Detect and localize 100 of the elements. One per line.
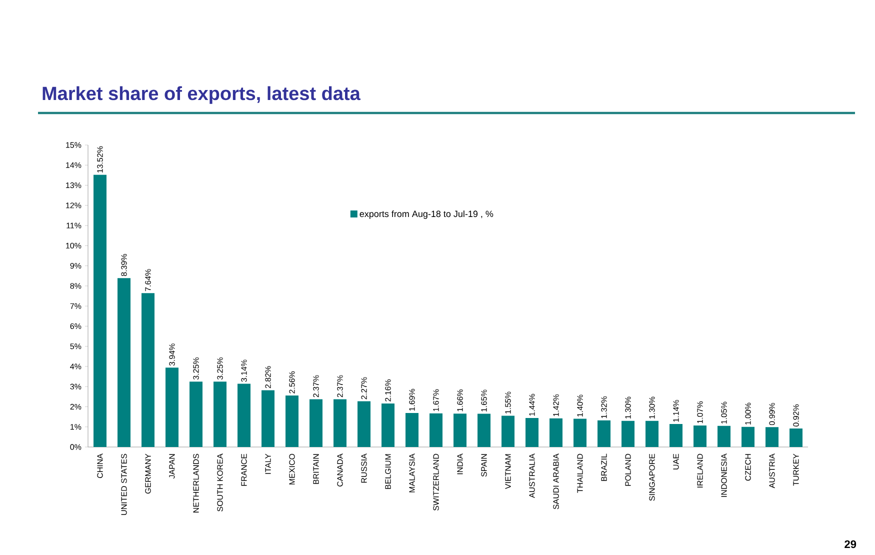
x-tick-label: THAILAND <box>577 454 583 493</box>
data-label: 1.00% <box>745 402 751 425</box>
bar <box>550 418 563 447</box>
bar <box>262 390 275 447</box>
x-tick-label: GERMANY <box>145 454 151 494</box>
y-tick-label: 10% <box>66 242 82 248</box>
x-tick-label: MALAYSIA <box>409 454 415 492</box>
bar <box>166 368 179 447</box>
bar <box>574 418 587 447</box>
bar <box>190 382 203 447</box>
data-label: 3.25% <box>193 357 199 380</box>
bar <box>670 424 683 447</box>
bar <box>430 413 443 447</box>
x-tick-label: INDIA <box>457 454 463 474</box>
data-label: 13.52% <box>97 146 103 172</box>
x-tick-label: VIETNAM <box>505 454 511 490</box>
data-label: 1.67% <box>433 389 439 412</box>
data-label: 3.14% <box>241 360 247 382</box>
y-tick-label: 12% <box>66 202 82 208</box>
data-label: 1.65% <box>481 390 487 412</box>
bar <box>742 426 755 447</box>
x-tick-label: SAUDI ARABIA <box>553 454 559 510</box>
data-label: 1.55% <box>505 392 511 414</box>
y-tick-label: 5% <box>70 344 82 350</box>
bar <box>766 427 779 447</box>
x-tick-label: SPAIN <box>481 454 487 477</box>
x-tick-label: SINGAPORE <box>649 454 655 501</box>
bar <box>406 412 419 447</box>
bar <box>286 395 299 447</box>
bar <box>646 420 659 447</box>
x-tick-label: BRAZIL <box>601 454 607 481</box>
bar <box>622 420 635 447</box>
data-label: 1.42% <box>553 394 559 416</box>
legend-label: exports from Aug-18 to Jul-19 , % <box>360 210 494 219</box>
data-label: 2.82% <box>265 366 271 388</box>
data-label: 1.32% <box>601 396 607 418</box>
x-tick-label: BELGIUM <box>385 454 391 489</box>
bar <box>94 174 106 447</box>
x-tick-label: RUSSIA <box>361 454 367 483</box>
bar <box>310 399 323 447</box>
x-tick-label: CANADA <box>337 454 343 486</box>
data-label: 2.16% <box>385 379 391 402</box>
data-label: 3.25% <box>217 357 223 380</box>
data-label: 1.07% <box>697 401 703 424</box>
x-tick-label: AUSTRIA <box>769 454 775 488</box>
bar <box>214 382 227 447</box>
data-label: 0.99% <box>769 402 775 426</box>
x-tick-label: FRANCE <box>241 454 247 486</box>
data-label: 1.66% <box>457 389 463 412</box>
y-tick-label: 3% <box>70 384 82 390</box>
x-tick-label: SWITZERLAND <box>433 454 439 511</box>
y-tick-label: 0% <box>70 444 82 450</box>
data-label: 1.44% <box>529 394 535 416</box>
bar <box>718 426 731 447</box>
x-tick-label: AUSTRALIA <box>529 454 535 498</box>
y-tick-label: 13% <box>66 182 82 188</box>
text: 29 <box>844 540 856 548</box>
x-tick-label: SOUTH KOREA <box>217 454 223 512</box>
bar <box>790 428 803 447</box>
x-tick-label: IRELAND <box>697 454 703 488</box>
x-tick-label: CHINA <box>97 454 103 478</box>
y-tick-label: 8% <box>70 283 82 289</box>
data-label: 1.14% <box>673 400 679 422</box>
bar <box>502 416 515 447</box>
x-tick-label: UNITED STATES <box>121 454 127 515</box>
x-tick-label: BRITAIN <box>313 454 319 484</box>
data-label: 1.30% <box>649 396 655 419</box>
x-tick-label: MEXICO <box>289 454 295 484</box>
y-tick-label: 14% <box>66 162 82 168</box>
bar <box>238 384 251 447</box>
bar <box>694 425 707 447</box>
x-tick-label: ITALY <box>265 454 271 474</box>
chart-title: Market share of exports, latest data <box>42 86 361 104</box>
data-label: 7.64% <box>145 269 151 292</box>
data-label: 2.56% <box>289 371 295 394</box>
x-tick-label: JAPAN <box>169 454 175 479</box>
bar <box>478 414 491 447</box>
y-tick-label: 11% <box>66 222 82 228</box>
x-tick-label: TURKEY <box>793 454 799 486</box>
data-label: 1.69% <box>409 388 415 411</box>
y-tick-label: 6% <box>70 323 82 330</box>
bar <box>526 418 539 447</box>
data-label: 1.30% <box>625 396 631 419</box>
data-label: 2.37% <box>337 375 343 398</box>
y-tick-label: 2% <box>70 404 82 410</box>
y-tick-label: 4% <box>70 364 82 370</box>
data-label: 2.37% <box>313 375 319 398</box>
x-tick-label: UAE <box>673 454 679 470</box>
y-tick-label: 1% <box>70 424 82 430</box>
bar <box>118 278 131 447</box>
bar <box>382 404 395 447</box>
data-label: 8.39% <box>121 254 127 276</box>
bar <box>454 414 467 447</box>
bar <box>334 399 347 447</box>
data-label: 3.94% <box>169 344 175 366</box>
x-tick-label: NETHERLANDS <box>193 454 199 512</box>
data-label: 0.92% <box>793 404 799 426</box>
data-label: 1.40% <box>577 394 583 416</box>
x-tick-label: POLAND <box>625 454 631 486</box>
bar <box>598 420 611 447</box>
